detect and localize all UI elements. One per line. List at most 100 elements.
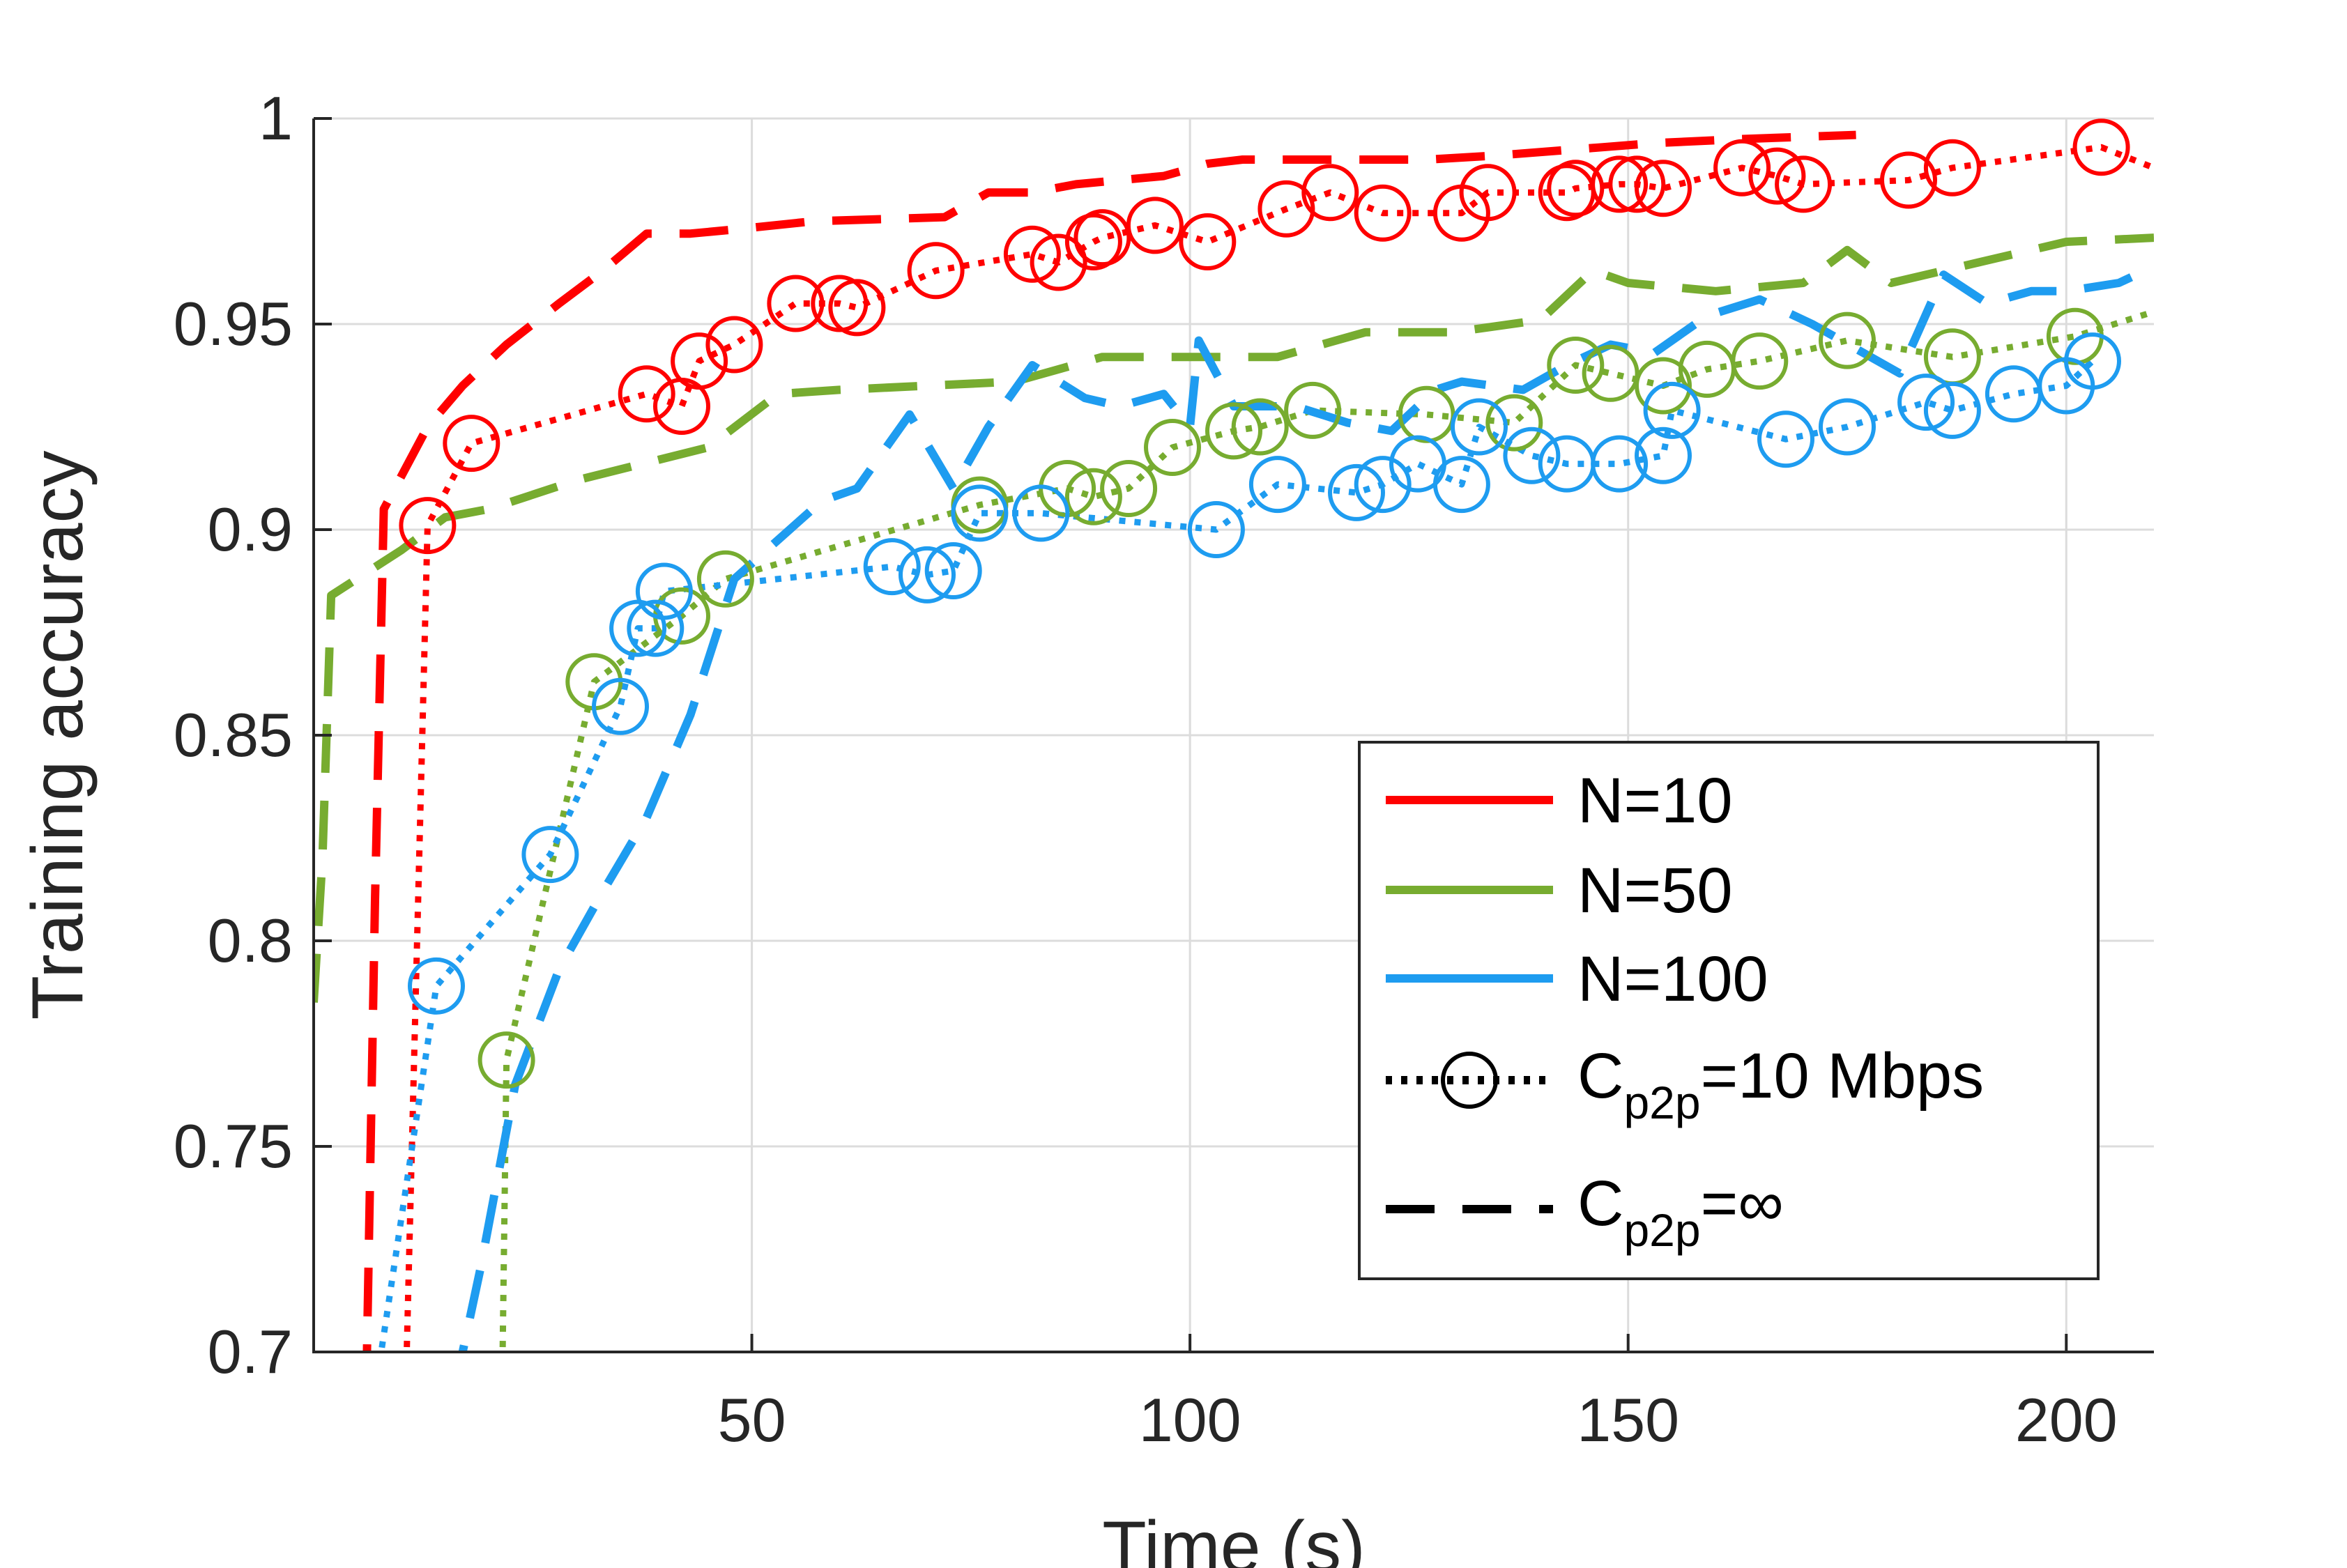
series-point-2 [1100, 460, 1158, 517]
grid [314, 117, 2154, 1353]
series-point-4 [1354, 456, 1412, 514]
series-point-0 [1301, 164, 1359, 222]
legend-label-c: C [1577, 1040, 1623, 1112]
series-line-0 [403, 144, 2154, 1352]
series-point-0 [1030, 233, 1087, 291]
series-point-4 [1819, 398, 1876, 456]
series-point-4 [863, 538, 921, 596]
series-point-2 [1144, 419, 1201, 476]
series-point-0 [399, 497, 457, 555]
series-point-2 [1231, 398, 1289, 456]
series-line-3 [314, 233, 2154, 1003]
tick-labels: 50 100 150 200 0.7 0.75 0.8 0.85 0.9 0.95 1 [174, 84, 2118, 1454]
series-point-4 [635, 562, 693, 620]
x-tick-label: 50 [718, 1385, 786, 1454]
series-point-2 [1547, 337, 1605, 394]
y-tick-label: 0.75 [174, 1112, 293, 1181]
y-axis-label: Training accuracy [17, 451, 98, 1020]
series-point-0 [1179, 213, 1237, 270]
legend-label-sub: p2p [1623, 1077, 1700, 1128]
series-point-0 [1608, 155, 1666, 213]
series-line-1 [362, 130, 1856, 1352]
series-point-4 [1757, 410, 1814, 468]
series-point-2 [1205, 402, 1262, 460]
series-point-4 [1328, 463, 1385, 521]
series-point-0 [618, 365, 675, 423]
legend-box [1358, 741, 2100, 1280]
ticks [314, 117, 2068, 1353]
series-point-4 [899, 546, 956, 604]
series-point-0 [1923, 139, 1981, 197]
legend-entry-n100: N=100 [1386, 944, 1768, 1015]
series-point-2 [1819, 312, 1876, 369]
series-point-0 [1713, 139, 1771, 197]
legend-entry-n50: N=50 [1386, 855, 1733, 926]
series-point-4 [924, 542, 982, 599]
x-tick-label: 150 [1577, 1385, 1679, 1454]
series-point-4 [521, 826, 579, 884]
series-point-0 [1354, 184, 1412, 242]
y-tick-label: 0.9 [208, 495, 293, 564]
legend-entry-n10: N=10 [1386, 765, 1733, 836]
series-point-4 [1451, 398, 1508, 456]
series-point-0 [767, 275, 825, 332]
series-point-4 [2064, 332, 2121, 390]
x-tick-label: 200 [2015, 1385, 2118, 1454]
series-point-0 [1775, 155, 1833, 213]
series-point-0 [1459, 164, 1517, 222]
series-point-4 [1248, 456, 1306, 514]
series-point-0 [1547, 160, 1605, 217]
series-point-0 [1591, 155, 1649, 213]
legend-label-n100: N=100 [1577, 944, 1768, 1015]
x-tick-label: 100 [1139, 1385, 1241, 1454]
series-point-0 [705, 316, 763, 374]
y-tick-label: 0.95 [174, 289, 293, 358]
series-point-2 [1485, 394, 1543, 452]
series-point-0 [671, 332, 728, 390]
y-tick-label: 0.7 [208, 1317, 293, 1386]
legend-label-c: C [1577, 1168, 1623, 1239]
series-point-0 [1257, 180, 1315, 238]
series-point-0 [1064, 213, 1122, 270]
series-point-4 [1897, 374, 1955, 431]
series-point-0 [1126, 197, 1184, 254]
series-point-4 [951, 484, 1009, 542]
legend-label-sub: p2p [1623, 1204, 1700, 1256]
legend-label-n50: N=50 [1577, 855, 1733, 926]
legend-label-cp2p-10mbps: Cp2p=10 Mbps [1577, 1040, 1984, 1128]
legend-label-rest: =∞ [1701, 1168, 1784, 1239]
series-line-5 [458, 262, 2154, 1352]
y-tick-label: 0.85 [174, 700, 293, 769]
legend-label-rest: =10 Mbps [1701, 1040, 1985, 1112]
series-point-4 [1432, 456, 1490, 514]
series-point-4 [1012, 484, 1070, 542]
series-point-4 [627, 599, 685, 657]
series-point-4 [1187, 501, 1245, 558]
y-tick-label: 1 [259, 84, 293, 153]
series-point-0 [828, 279, 886, 337]
series-point-4 [592, 677, 649, 735]
series-point-2 [1284, 381, 1342, 439]
series-point-4 [1591, 435, 1649, 493]
series-point-4 [1503, 426, 1561, 484]
series-point-4 [408, 957, 465, 1015]
series-lines [314, 130, 2154, 1352]
legend-marker-circle [1441, 1052, 1498, 1109]
series-point-0 [1748, 147, 1806, 205]
x-axis-label: Time (s) [1102, 1507, 1365, 1568]
series-point-0 [2072, 118, 2130, 176]
series-point-2 [1731, 332, 1789, 390]
series-point-0 [1880, 151, 1937, 209]
legend: N=10 N=50 N=100 Cp2p=10 Mbps Cp2p=∞ [1358, 741, 2100, 1280]
series-point-0 [1073, 209, 1131, 267]
series-point-4 [1643, 381, 1701, 439]
series-point-0 [443, 415, 500, 472]
series-point-2 [477, 1031, 535, 1089]
legend-label-cp2p-inf: Cp2p=∞ [1577, 1168, 1784, 1256]
legend-entry-cp2p-10mbps: Cp2p=10 Mbps [1386, 1040, 1984, 1128]
series-markers [399, 118, 2130, 1089]
series-point-0 [1635, 160, 1692, 217]
series-point-0 [1003, 225, 1061, 283]
series-point-2 [1064, 468, 1122, 525]
